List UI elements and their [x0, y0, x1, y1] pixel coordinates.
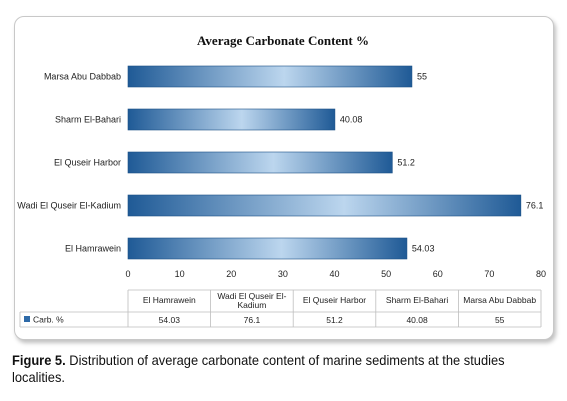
table-value: 51.2 [326, 315, 343, 325]
bars-group: El Hamrawein 54.03 Wadi El Quseir El-Kadiu… [17, 65, 546, 279]
data-label: 51.2 [397, 158, 415, 168]
table-header-label: El Quseir Harbor [303, 295, 366, 305]
x-tick-label: 20 [226, 269, 236, 279]
table-value: 54.03 [159, 315, 181, 325]
bar-3 [127, 108, 336, 131]
table-header-label: Wadi El Quseir El- [217, 291, 286, 301]
chart-title: Average Carbonate Content % [197, 33, 369, 48]
table-value: 55 [495, 315, 505, 325]
data-label: 40.08 [340, 115, 363, 125]
caption-text: Distribution of average carbonate conten… [12, 352, 505, 385]
bar-1 [127, 194, 522, 217]
table-value: 76.1 [244, 315, 261, 325]
category-label: Marsa Abu Dabbab [44, 72, 121, 82]
bar-0 [127, 237, 408, 260]
x-tick-label: 80 [536, 269, 546, 279]
data-label: 55 [417, 72, 427, 82]
legend-label: Carb. % [33, 315, 64, 325]
legend-key [24, 316, 30, 322]
data-table: El Hamrawein 54.03 Wadi El Quseir El-Kadiu… [19, 289, 542, 328]
table-header-label: El Hamrawein [143, 295, 196, 305]
bar-2 [127, 151, 393, 174]
category-label: Wadi El Quseir El-Kadium [17, 201, 121, 211]
caption-label: Figure 5. [12, 352, 66, 368]
bar-chart: El Hamrawein 54.03 Wadi El Quseir El-Kadiu… [17, 65, 546, 328]
x-tick-label: 10 [175, 269, 185, 279]
figure-caption: Figure 5. Distribution of average carbon… [12, 352, 516, 386]
table-value: 40.08 [406, 315, 428, 325]
x-tick-label: 30 [278, 269, 288, 279]
category-label: El Quseir Harbor [54, 158, 121, 168]
table-header-label: Marsa Abu Dabbab [463, 295, 536, 305]
data-label: 54.03 [412, 244, 435, 254]
x-tick-label: 40 [329, 269, 339, 279]
table-header-label: Kadium [237, 300, 266, 310]
x-tick-label: 50 [381, 269, 391, 279]
x-tick-label: 60 [433, 269, 443, 279]
x-tick-label: 70 [484, 269, 494, 279]
bar-4 [127, 65, 413, 88]
table-header-label: Sharm El-Bahari [386, 295, 448, 305]
category-label: Sharm El-Bahari [55, 115, 121, 125]
category-label: El Hamrawein [65, 244, 121, 254]
x-tick-label: 0 [125, 269, 130, 279]
data-label: 76.1 [526, 201, 544, 211]
